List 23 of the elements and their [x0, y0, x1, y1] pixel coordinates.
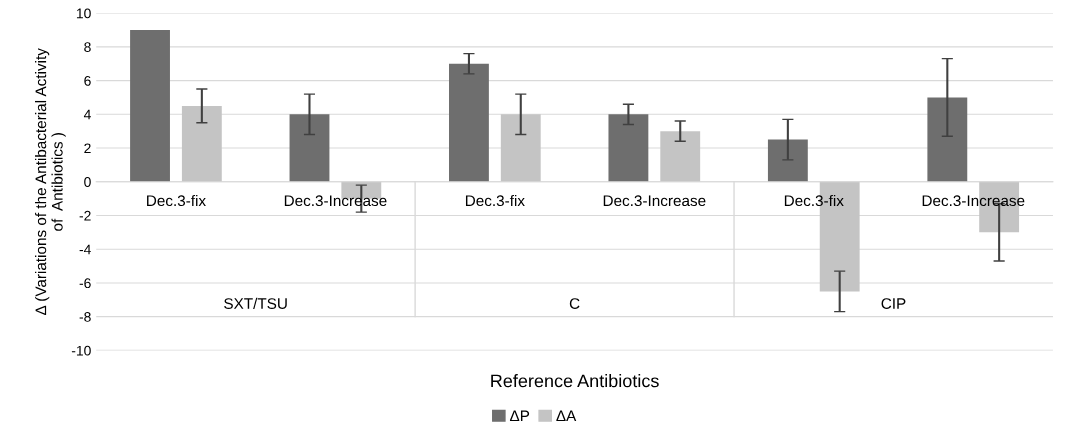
x-tick-label: Dec.3-Increase [603, 195, 706, 207]
legend-label: ΔA [556, 410, 577, 422]
y-tick-label: 0 [84, 177, 91, 187]
y-tick-label: -6 [79, 278, 91, 289]
y-tick-label: 2 [84, 143, 91, 154]
x-tick-label: Dec.3-fix [784, 194, 844, 207]
annotation: CIP [881, 298, 906, 309]
y-tick-label: 6 [84, 75, 91, 86]
x-tick-label: Dec.3-fix [465, 194, 525, 207]
y-tick-label: 4 [83, 109, 91, 120]
legend-label: ΔP [509, 410, 530, 422]
x-tick-label: Dec.3-fix [147, 194, 206, 207]
x-tick-label: Dec.3-Increase [922, 195, 1025, 207]
y-tick-label: -10 [71, 345, 91, 356]
y-axis-title: Δ (Variations of the Antibacterial Activity of Antibiotics ) [35, 48, 66, 315]
y-tick-label: -4 [79, 244, 91, 255]
annotation: SXT/TSU [224, 297, 287, 309]
annotation: C [569, 298, 580, 309]
y-tick-label: -8 [79, 312, 91, 322]
y-tick-label: 10 [76, 8, 91, 19]
y-tick-label: 8 [84, 42, 91, 53]
y-tick-label: -2 [79, 210, 91, 221]
x-axis-title: Reference Antibiotics [491, 374, 659, 388]
